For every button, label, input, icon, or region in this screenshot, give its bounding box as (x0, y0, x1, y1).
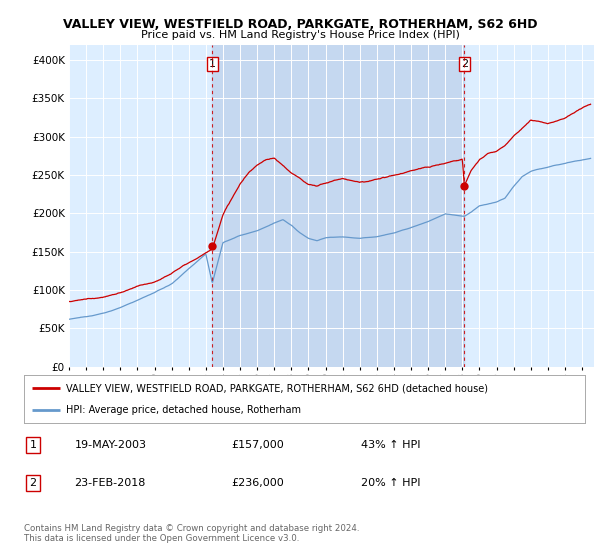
Text: 23-FEB-2018: 23-FEB-2018 (74, 478, 146, 488)
Text: £236,000: £236,000 (232, 478, 284, 488)
Text: 43% ↑ HPI: 43% ↑ HPI (361, 440, 420, 450)
Text: VALLEY VIEW, WESTFIELD ROAD, PARKGATE, ROTHERHAM, S62 6HD: VALLEY VIEW, WESTFIELD ROAD, PARKGATE, R… (63, 18, 537, 31)
Text: HPI: Average price, detached house, Rotherham: HPI: Average price, detached house, Roth… (66, 405, 301, 415)
Text: Contains HM Land Registry data © Crown copyright and database right 2024.
This d: Contains HM Land Registry data © Crown c… (24, 524, 359, 543)
Text: £157,000: £157,000 (232, 440, 284, 450)
Text: VALLEY VIEW, WESTFIELD ROAD, PARKGATE, ROTHERHAM, S62 6HD (detached house): VALLEY VIEW, WESTFIELD ROAD, PARKGATE, R… (66, 383, 488, 393)
Text: 2: 2 (461, 59, 468, 69)
Text: Price paid vs. HM Land Registry's House Price Index (HPI): Price paid vs. HM Land Registry's House … (140, 30, 460, 40)
Bar (212, 45, 464, 367)
Text: 1: 1 (29, 440, 37, 450)
Text: 20% ↑ HPI: 20% ↑ HPI (361, 478, 420, 488)
Text: 2: 2 (29, 478, 37, 488)
Text: 19-MAY-2003: 19-MAY-2003 (74, 440, 146, 450)
Text: 1: 1 (209, 59, 216, 69)
